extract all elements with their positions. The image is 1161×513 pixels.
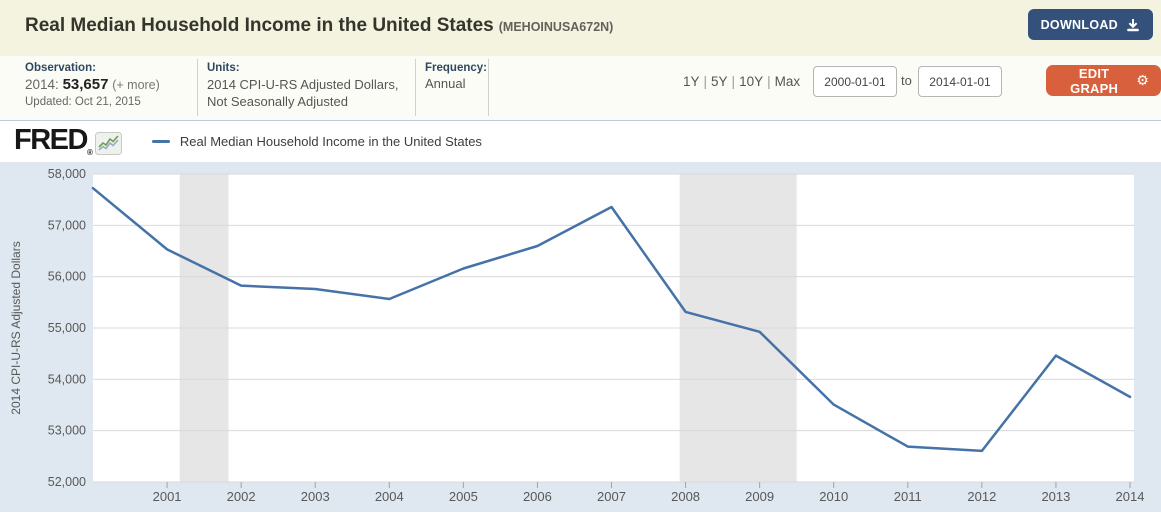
page-title: Real Median Household Income in the Unit… — [25, 15, 613, 37]
observation-label: Observation: — [25, 62, 96, 74]
y-axis-label: 56,000 — [48, 270, 86, 284]
edit-graph-label: EDIT GRAPH — [1070, 65, 1119, 96]
frequency-value: Annual — [425, 76, 466, 91]
x-axis-label: 2001 — [153, 489, 182, 504]
x-axis-label: 2009 — [745, 489, 774, 504]
series-line — [91, 186, 1132, 453]
observation-column: Observation: 2014: 53,657 (+ more) Updat… — [25, 62, 160, 108]
y-axis-label: 54,000 — [48, 372, 86, 386]
observation-updated: Updated: Oct 21, 2015 — [25, 96, 141, 108]
range-selector: 1Y | 5Y | 10Y | Max — [683, 74, 800, 89]
units-line-1: 2014 CPI-U-RS Adjusted Dollars, — [207, 77, 399, 92]
x-axis-label: 2007 — [597, 489, 626, 504]
units-label: Units: — [207, 62, 240, 74]
chart-region: 2001 2002 2003 2004 2005 2006 2007 2008 2009 2010… — [0, 162, 1161, 512]
legend-series-label: Real Median Household Income in the Unit… — [179, 134, 482, 149]
x-axis-label: 2004 — [375, 489, 404, 504]
y-axis-label: 57,000 — [48, 218, 86, 232]
gear-icon: ⚙ — [1136, 72, 1149, 89]
series-title: Real Median Household Income in the Unit… — [25, 15, 494, 36]
x-axis-label: 2012 — [967, 489, 996, 504]
download-icon — [1127, 18, 1139, 31]
units-column: Units: 2014 CPI-U-RS Adjusted Dollars, N… — [207, 62, 398, 110]
fred-logo[interactable]: FRED® — [14, 126, 93, 157]
observation-value: 53,657 — [62, 76, 109, 93]
x-axis-label: 2011 — [894, 489, 922, 504]
series-id: (MEHOINUSA672N) — [498, 20, 614, 34]
info-bar: Observation: 2014: 53,657 (+ more) Updat… — [0, 56, 1161, 121]
more-observations-link[interactable]: (+ more) — [112, 78, 160, 92]
legend-bar: FRED® Real Median Household Income in th… — [0, 121, 1161, 162]
range-10y[interactable]: 10Y — [739, 74, 764, 89]
observation-date: 2014: — [25, 77, 59, 92]
range-max[interactable]: Max — [774, 74, 801, 89]
x-axis-label: 2013 — [1041, 489, 1070, 504]
y-axis-title: 2014 CPI-U-RS Adjusted Dollars — [9, 241, 23, 414]
range-separator: | — [767, 74, 771, 89]
range-separator: | — [731, 74, 736, 89]
date-from-input[interactable] — [813, 66, 897, 97]
legend-line-swatch — [151, 140, 170, 143]
registered-mark: ® — [86, 148, 93, 157]
range-5y[interactable]: 5Y — [711, 74, 728, 89]
observation-line: 2014: 53,657 (+ more) — [25, 76, 160, 93]
fred-logo-text: FRED — [14, 124, 88, 156]
x-axis-label: 2003 — [301, 489, 330, 504]
column-divider — [488, 59, 489, 116]
frequency-label: Frequency: — [425, 62, 487, 74]
x-axis-label: 2002 — [227, 489, 256, 504]
fred-sparkline-icon — [94, 132, 122, 155]
range-separator: | — [703, 74, 708, 89]
column-divider — [197, 59, 198, 116]
y-axis-label: 58,000 — [48, 167, 86, 181]
units-line-2: Not Seasonally Adjusted — [207, 94, 348, 109]
frequency-column: Frequency: Annual — [425, 62, 487, 91]
date-range-to-label: to — [901, 73, 912, 88]
income-chart: 2001 2002 2003 2004 2005 2006 2007 2008 2009 2010… — [9, 167, 1145, 504]
x-axis-label: 2010 — [819, 489, 848, 504]
download-button-label: DOWNLOAD — [1040, 17, 1118, 32]
y-axis-label: 55,000 — [48, 321, 86, 335]
download-button[interactable]: DOWNLOAD — [1027, 9, 1153, 40]
column-divider — [415, 59, 416, 116]
date-to-input[interactable] — [918, 66, 1002, 97]
x-axis-label: 2005 — [449, 489, 478, 504]
edit-graph-button[interactable]: EDIT GRAPH ⚙ — [1046, 65, 1161, 96]
x-axis-label: 2008 — [671, 489, 700, 504]
x-axis-label: 2006 — [523, 489, 552, 504]
y-axis-label: 52,000 — [48, 475, 86, 489]
x-axis-label: 2014 — [1116, 489, 1145, 504]
title-bar: Real Median Household Income in the Unit… — [0, 0, 1161, 56]
range-1y[interactable]: 1Y — [683, 74, 700, 89]
y-axis-label: 53,000 — [48, 424, 86, 438]
